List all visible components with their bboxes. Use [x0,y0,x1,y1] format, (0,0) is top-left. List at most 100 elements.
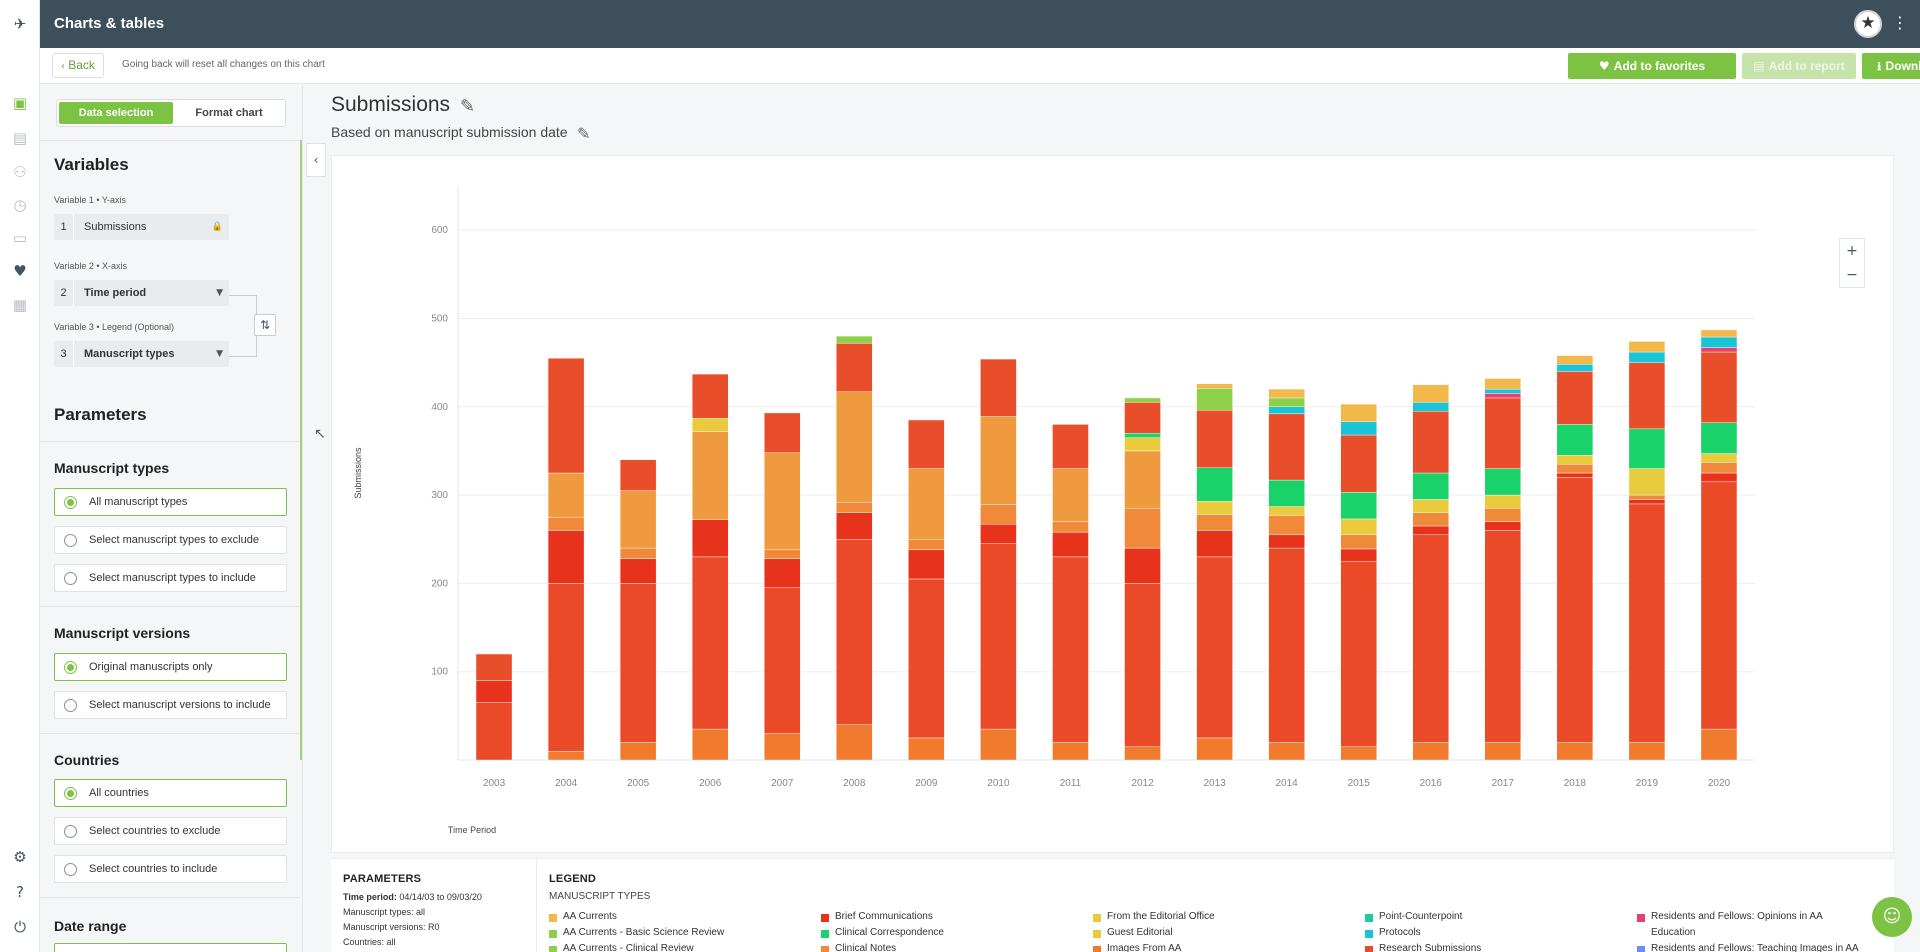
legend-item[interactable]: From the Editorial Office [1093,911,1215,927]
avatar[interactable]: ★ [1854,10,1882,38]
chart-subtitle[interactable]: Based on manuscript submission date [331,124,568,140]
legend-swatch [1637,946,1645,952]
heart-icon: ♥ [1598,59,1614,73]
edit-subtitle-icon[interactable]: ✎ [577,124,591,143]
legend-label: Clinical Notes [835,943,897,952]
add-to-report-button[interactable]: ▤ Add to report [1742,53,1856,79]
variable-2-select[interactable]: 2 Time period ▼ [54,280,229,306]
document-icon[interactable]: ▦ [12,296,28,314]
zoom-in-button[interactable]: + [1846,243,1858,259]
chat-icon[interactable]: ☺ [1872,897,1912,937]
bar-segment [1556,424,1594,456]
legend-item[interactable]: Brief Communications [821,911,944,927]
bar-segment [1556,477,1594,743]
divider [40,140,300,141]
tab-format-chart[interactable]: Format chart [195,107,263,119]
bar-segment [980,728,1017,761]
date-range-field[interactable] [54,943,287,952]
charts-icon[interactable]: ▣ [12,94,28,112]
logo-icon[interactable]: ✈ [13,15,27,33]
legend-item[interactable]: Clinical Notes [821,943,944,952]
legend-label: Education [1651,927,1696,938]
monitor-icon[interactable]: ▭ [12,229,28,247]
legend-column: Point-Counterpoint Protocols Research Subm… [1365,911,1481,952]
bar-segment [1556,472,1594,478]
legend-item[interactable]: Research Submissions [1365,943,1481,952]
edit-title-icon[interactable]: ✎ [460,96,476,117]
legend-item[interactable]: Point-Counterpoint [1365,911,1481,927]
bar-segment [1124,508,1161,549]
logout-icon[interactable]: ⏻ [14,918,26,936]
bar-segment [1268,506,1305,516]
bar-segment [1052,556,1089,743]
bar-segment [908,468,945,540]
legend-item[interactable]: Guest Editorial [1093,927,1215,943]
radio-all-countries[interactable]: All countries [54,779,287,807]
legend-label: Images From AA [1107,943,1182,952]
bar-segment [1124,397,1161,403]
time-period-row: Time period: 04/14/03 to 09/03/20 [343,892,482,902]
download-icon: ⭳ [1877,59,1886,73]
legend-item[interactable]: Protocols [1365,927,1481,943]
bar-segment [1484,508,1522,522]
legend-item[interactable]: AA Currents [549,911,724,927]
tab-data-selection[interactable]: Data selection [59,102,173,124]
legend-item[interactable]: Education [1637,927,1859,943]
bar-segment [547,357,585,474]
more-menu-icon[interactable]: ⋮ [1892,13,1908,32]
radio-all-manuscript-types[interactable]: All manuscript types [54,488,287,516]
reports-icon[interactable]: ▤ [12,129,28,147]
bar-segment [1124,547,1161,584]
bar-segment [1052,521,1089,533]
legend-swatch [1093,914,1101,922]
chart-title[interactable]: Submissions [331,93,451,116]
radio-original-manuscripts[interactable]: Original manuscripts only [54,653,287,681]
history-icon[interactable]: ◷ [13,196,27,214]
legend-item[interactable]: AA Currents - Basic Science Review [549,927,724,943]
bar-segment [764,733,801,761]
bar-segment [1124,450,1161,509]
help-icon[interactable]: ? [16,883,24,901]
favorites-icon[interactable]: ♥ [13,262,27,280]
bar-segment [1196,501,1233,515]
zoom-controls: + − [1839,238,1865,288]
bar-segment [1700,347,1738,353]
legend-item[interactable]: Residents and Fellows: Teaching Images i… [1637,943,1859,952]
legend-label: Protocols [1379,927,1421,938]
left-rail: ✈ ▣ ▤ ⚇ ◷ ▭ ♥ ▦ ⚙ ? ⏻ [0,0,40,952]
bar-segment [1340,518,1377,536]
bar-segment [980,543,1017,730]
chevron-left-icon: ‹ [313,153,319,167]
radio-exclude-manuscript-types[interactable]: Select manuscript types to exclude [54,526,287,554]
legend-item[interactable]: Images From AA [1093,943,1215,952]
panel-scrollbar[interactable] [300,140,302,760]
back-button[interactable]: ‹ Back [52,53,104,78]
radio-exclude-countries[interactable]: Select countries to exclude [54,817,287,845]
x-tick-label: 2005 [627,778,650,789]
zoom-out-button[interactable]: − [1846,267,1858,283]
collapse-panel-button[interactable]: ‹ [306,143,326,177]
bar-segment [764,412,801,453]
legend-item[interactable]: Residents and Fellows: Opinions in AA [1637,911,1859,927]
add-to-favorites-button[interactable]: ♥ Add to favorites [1568,53,1736,79]
radio-include-countries[interactable]: Select countries to include [54,855,287,883]
radio-include-manuscript-types[interactable]: Select manuscript types to include [54,564,287,592]
bar-segment [475,653,513,681]
app-title: Charts & tables [54,15,165,32]
users-icon[interactable]: ⚇ [13,163,27,181]
variable-3-select[interactable]: 3 Manuscript types ▼ [54,341,229,367]
download-button[interactable]: ⭳ Download [1862,53,1920,79]
settings-icon[interactable]: ⚙ [13,848,27,866]
bar-segment [1412,402,1449,412]
swap-variables-icon[interactable]: ⇅ [254,314,276,336]
stacked-bar-chart: 100 200 300 400 500 600 2003 2004 2005 2006 2007 20… [353,186,1755,835]
legend-title: LEGEND [549,873,597,885]
legend-item[interactable]: Clinical Correspondence [821,927,944,943]
x-tick-label: 2014 [1276,778,1299,789]
legend-swatch [549,914,557,922]
radio-include-versions[interactable]: Select manuscript versions to include [54,691,287,719]
bar-segment [1196,410,1233,468]
bar-segment [1484,494,1522,509]
legend-item[interactable]: AA Currents - Clinical Review [549,943,724,952]
bar-segment [1484,742,1522,761]
